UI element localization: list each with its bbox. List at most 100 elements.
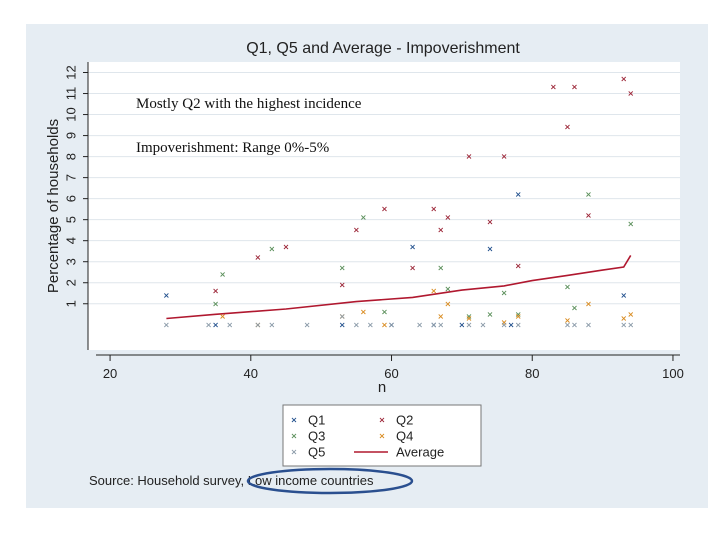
marker-q3: × (585, 190, 592, 199)
y-tick-label: 12 (64, 65, 79, 79)
y-tick-label: 3 (64, 258, 79, 265)
x-tick-label: 40 (244, 366, 258, 381)
marker-q5: × (437, 320, 444, 329)
annotation-q2: Mostly Q2 with the highest incidence (136, 96, 362, 112)
legend: × Q1 × Q2 × Q3 × Q4 × Q5 Average (282, 404, 482, 467)
marker-q5: × (480, 320, 487, 329)
y-tick-label: 2 (64, 279, 79, 286)
marker-q3: × (627, 219, 634, 228)
marker-q4: × (515, 312, 522, 321)
marker-q4: × (437, 312, 444, 321)
plot-area (88, 62, 680, 350)
y-tick-label: 6 (64, 195, 79, 202)
marker-q5: × (627, 320, 634, 329)
marker-q5: × (388, 320, 395, 329)
marker-q1: × (388, 320, 395, 329)
chart-title: Q1, Q5 and Average - Impoverishment (246, 40, 520, 57)
legend-label: Average (396, 445, 444, 460)
marker-q5: × (416, 320, 423, 329)
y-tick-label: 8 (64, 153, 79, 160)
highlight-ellipse (246, 467, 414, 495)
marker-q2: × (487, 217, 494, 226)
y-axis-title: Percentage of households (45, 119, 62, 293)
legend-label: Q4 (396, 429, 413, 444)
marker-q4: × (360, 308, 367, 317)
marker-q4: × (254, 320, 261, 329)
marker-q5: × (254, 320, 261, 329)
x-tick-label: 20 (103, 366, 117, 381)
marker-q2: × (585, 211, 592, 220)
legend-label: Q1 (308, 413, 325, 428)
marker-q4: × (444, 299, 451, 308)
marker-q3: × (487, 310, 494, 319)
y-tick-label: 9 (64, 132, 79, 139)
legend-label: Q2 (396, 413, 413, 428)
marker-q2: × (212, 287, 219, 296)
x-tick-label: 80 (525, 366, 539, 381)
marker-q2: × (381, 205, 388, 214)
marker-q1: × (409, 242, 416, 251)
y-tick-label: 10 (64, 107, 79, 121)
marker-q4: × (585, 299, 592, 308)
x-axis-title: n (378, 379, 386, 396)
marker-q4: × (501, 318, 508, 327)
marker-q5: × (585, 320, 592, 329)
average-series (166, 254, 632, 320)
marker-q5: × (501, 320, 508, 329)
y-tick-label: 11 (64, 87, 79, 101)
annotation-range: Impoverishment: Range 0%-5% (136, 140, 329, 156)
marker-q1: × (620, 291, 627, 300)
marker-q5: × (304, 320, 311, 329)
marker-q2: × (283, 242, 290, 251)
marker-q4: × (339, 312, 346, 321)
marker-q4: × (219, 312, 226, 321)
marker-q4: × (627, 310, 634, 319)
marker-q2: × (444, 213, 451, 222)
marker-q3: × (571, 303, 578, 312)
marker-q1: × (339, 320, 346, 329)
marker-q1: × (212, 320, 219, 329)
marker-q3: × (444, 285, 451, 294)
marker-q2: × (409, 264, 416, 273)
marker-q2: × (515, 261, 522, 270)
legend-q2-swatch: × (379, 416, 386, 425)
marker-q2: × (339, 280, 346, 289)
marker-q1: × (515, 190, 522, 199)
marker-q5: × (515, 320, 522, 329)
source-note: Source: Household survey, Low income cou… (89, 473, 374, 488)
marker-q4: × (381, 320, 388, 329)
x-tick-label: 100 (662, 366, 684, 381)
legend-q5-swatch: × (291, 448, 298, 457)
marker-q2: × (620, 74, 627, 83)
marker-q2: × (466, 152, 473, 161)
marker-q4: × (564, 316, 571, 325)
marker-q5: × (571, 320, 578, 329)
legend-q1-swatch: × (291, 416, 298, 425)
marker-q5: × (367, 320, 374, 329)
marker-q3: × (360, 213, 367, 222)
average-line (166, 254, 632, 320)
y-tick-label: 7 (64, 174, 79, 181)
marker-q2: × (564, 123, 571, 132)
legend-label: Q3 (308, 429, 325, 444)
marker-q3: × (515, 310, 522, 319)
marker-q3: × (269, 245, 276, 254)
marker-q3: × (466, 312, 473, 321)
marker-q1: × (430, 320, 437, 329)
marker-q2: × (550, 83, 557, 92)
marker-q1: × (459, 320, 466, 329)
source-prefix: Source: Household survey, (89, 473, 248, 488)
marker-q2: × (353, 226, 360, 235)
source-highlight: Low income countries (248, 473, 374, 488)
marker-q2: × (627, 89, 634, 98)
y-tick-label: 1 (64, 300, 79, 307)
x-ticks: 20 40 60 80 100 (103, 355, 684, 381)
marker-q5: × (353, 320, 360, 329)
legend-label: Q5 (308, 445, 325, 460)
marker-q3: × (437, 264, 444, 273)
marker-q3: × (564, 282, 571, 291)
marker-q5: × (163, 320, 170, 329)
marker-q2: × (254, 253, 261, 262)
marker-q3: × (501, 289, 508, 298)
